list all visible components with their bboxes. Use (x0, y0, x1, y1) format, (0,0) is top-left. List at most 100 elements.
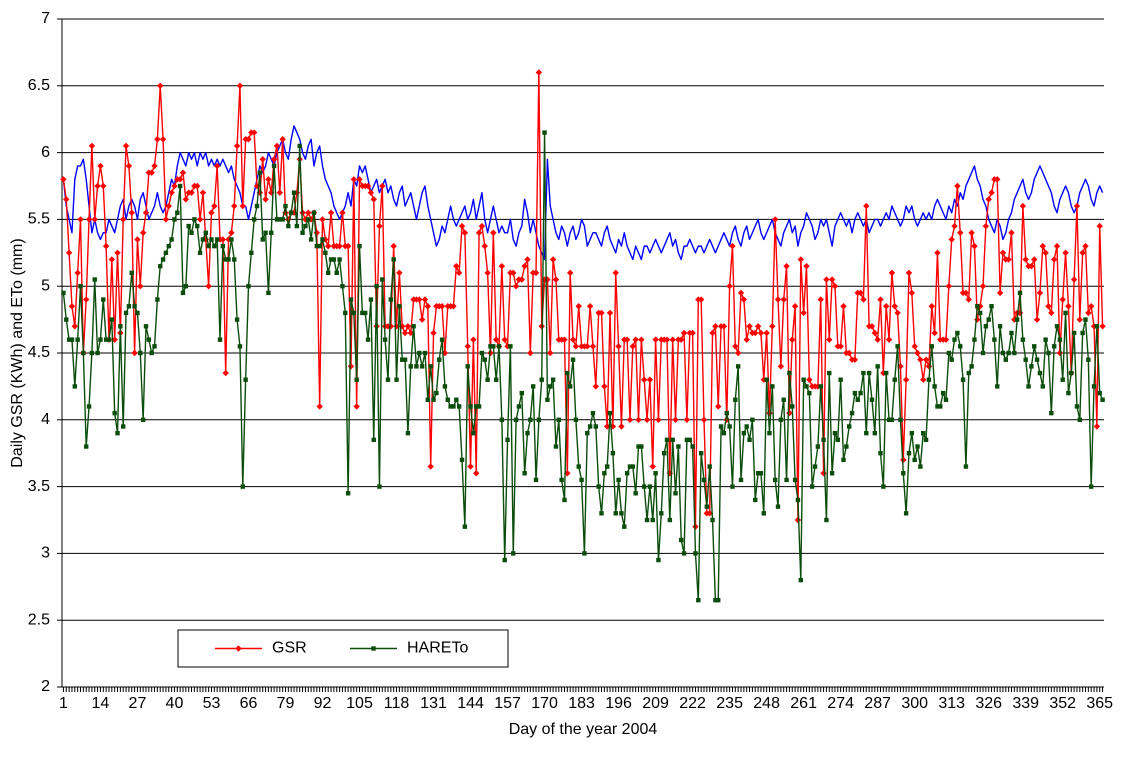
data-point (473, 470, 480, 477)
data-point (525, 430, 530, 436)
data-point (740, 296, 748, 303)
data-point (786, 409, 793, 417)
data-point (626, 416, 634, 423)
data-point (535, 69, 543, 76)
data-point (892, 377, 897, 382)
data-point (960, 377, 966, 382)
data-point (1043, 337, 1048, 342)
data-point (908, 289, 916, 297)
data-point (61, 290, 66, 296)
data-point (576, 464, 581, 469)
data-point (619, 511, 624, 516)
data-point (928, 303, 935, 310)
data-point (115, 430, 120, 436)
data-point (348, 297, 354, 302)
y-tick-label: 4 (41, 411, 50, 428)
data-point (758, 471, 764, 476)
data-point (205, 283, 212, 290)
data-point (610, 451, 616, 456)
data-point (371, 437, 376, 443)
data-point (852, 390, 858, 396)
data-point (1076, 316, 1084, 323)
data-point (975, 304, 980, 309)
data-point (270, 156, 278, 163)
data-point (1020, 337, 1026, 342)
x-tick-label: 183 (568, 695, 595, 712)
data-point (152, 344, 157, 349)
data-point (1050, 256, 1058, 263)
data-point (418, 316, 426, 323)
data-point (154, 136, 161, 143)
data-point (891, 303, 898, 310)
data-point (680, 329, 688, 337)
data-point (729, 242, 736, 250)
data-point (706, 510, 713, 517)
data-point (203, 230, 208, 235)
data-point (795, 497, 801, 503)
data-point (734, 349, 742, 357)
data-point (999, 249, 1007, 256)
data-point (337, 257, 342, 262)
data-point (397, 304, 402, 309)
data-point (467, 463, 474, 470)
data-point (612, 269, 619, 277)
data-point (905, 269, 913, 277)
data-point (212, 243, 217, 249)
data-point (511, 551, 516, 556)
data-point (516, 404, 522, 409)
data-point (202, 236, 209, 243)
data-point (690, 444, 695, 449)
data-point (521, 262, 528, 270)
data-point (464, 343, 471, 350)
data-point (604, 464, 610, 469)
data-point (812, 464, 818, 469)
data-point (821, 437, 826, 443)
data-point (770, 384, 775, 389)
data-point (707, 464, 712, 469)
data-point (416, 296, 423, 303)
data-point (544, 276, 551, 283)
data-point (855, 397, 860, 402)
data-point (918, 464, 923, 469)
data-point (593, 424, 599, 429)
data-point (955, 330, 960, 336)
data-point (741, 430, 747, 436)
data-point (872, 430, 878, 436)
data-point (980, 350, 986, 356)
data-point (1094, 324, 1100, 329)
data-point (752, 329, 759, 337)
data-point (109, 317, 115, 322)
data-point (294, 223, 300, 229)
data-point (313, 229, 321, 236)
data-point (456, 404, 462, 409)
data-point (140, 417, 146, 422)
data-point (374, 284, 379, 289)
data-point (305, 209, 312, 216)
legend-marker (371, 646, 376, 651)
y-tick-label: 7 (41, 10, 50, 27)
data-point (98, 337, 103, 342)
data-point (165, 202, 172, 210)
data-point (972, 337, 977, 342)
series-line (62, 125, 1104, 261)
data-point (519, 390, 524, 396)
x-tick-label: 287 (864, 695, 891, 712)
data-point (1074, 404, 1080, 409)
data-point (1071, 330, 1077, 336)
data-point (1056, 349, 1064, 357)
data-point (1014, 317, 1020, 322)
data-point (421, 296, 429, 303)
data-point (360, 310, 365, 316)
data-point (986, 317, 991, 322)
data-point (1082, 242, 1089, 250)
data-point (678, 336, 685, 343)
y-tick-label: 3.5 (28, 478, 50, 495)
legend-marker (235, 645, 242, 652)
data-point (835, 437, 841, 443)
data-point (676, 444, 681, 449)
data-point (428, 364, 433, 369)
data-point (120, 216, 127, 223)
data-point (831, 283, 839, 290)
data-point (969, 364, 974, 369)
data-point (488, 344, 493, 349)
